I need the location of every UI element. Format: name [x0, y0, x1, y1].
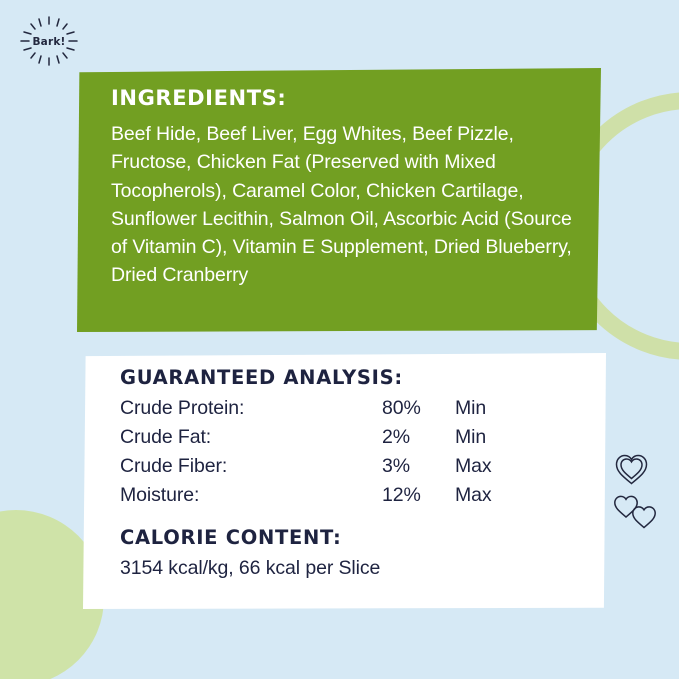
- calorie-content-heading: CALORIE CONTENT:: [120, 525, 342, 549]
- table-row: Crude Protein: 80% Min: [120, 394, 590, 423]
- ingredients-panel: INGREDIENTS: Beef Hide, Beef Liver, Egg …: [77, 68, 601, 332]
- bark-badge: Bark!: [17, 16, 81, 66]
- analysis-value: 2%: [382, 426, 410, 449]
- analysis-label: Crude Fat:: [120, 426, 212, 449]
- analysis-qualifier: Max: [455, 455, 492, 478]
- analysis-label: Moisture:: [120, 483, 200, 506]
- ingredients-heading: INGREDIENTS:: [111, 86, 287, 110]
- bark-badge-label: Bark!: [32, 36, 65, 48]
- heart-icon-large-inner: [620, 458, 643, 480]
- heart-icon-large-outer: [615, 454, 648, 485]
- analysis-value: 12%: [382, 483, 421, 506]
- guaranteed-analysis-table: Crude Protein: 80% Min Crude Fat: 2% Min…: [120, 394, 590, 509]
- calorie-content-text: 3154 kcal/kg, 66 kcal per Slice: [120, 557, 381, 580]
- sunburst-icon: Bark!: [20, 16, 78, 66]
- table-row: Crude Fat: 2% Min: [120, 423, 590, 452]
- analysis-qualifier: Min: [455, 397, 487, 420]
- analysis-label: Crude Protein:: [120, 397, 245, 420]
- analysis-qualifier: Min: [455, 426, 487, 449]
- analysis-card: GUARANTEED ANALYSIS: Crude Protein: 80% …: [83, 353, 606, 609]
- heart-icon-group: [614, 454, 656, 529]
- analysis-label: Crude Fiber:: [120, 455, 228, 478]
- analysis-value: 80%: [382, 397, 421, 420]
- table-row: Crude Fiber: 3% Max: [120, 452, 590, 481]
- heart-icon-small-left: [614, 495, 638, 518]
- table-row: Moisture: 12% Max: [120, 481, 590, 510]
- analysis-qualifier: Max: [455, 483, 492, 506]
- guaranteed-analysis-heading: GUARANTEED ANALYSIS:: [120, 366, 403, 389]
- calorie-content-block: CALORIE CONTENT: 3154 kcal/kg, 66 kcal p…: [120, 525, 590, 582]
- ingredients-list-text: Beef Hide, Beef Liver, Egg Whites, Beef …: [111, 123, 572, 287]
- analysis-value: 3%: [382, 455, 410, 478]
- heart-icon-small-right: [632, 506, 656, 529]
- hearts-decoration: [612, 448, 670, 530]
